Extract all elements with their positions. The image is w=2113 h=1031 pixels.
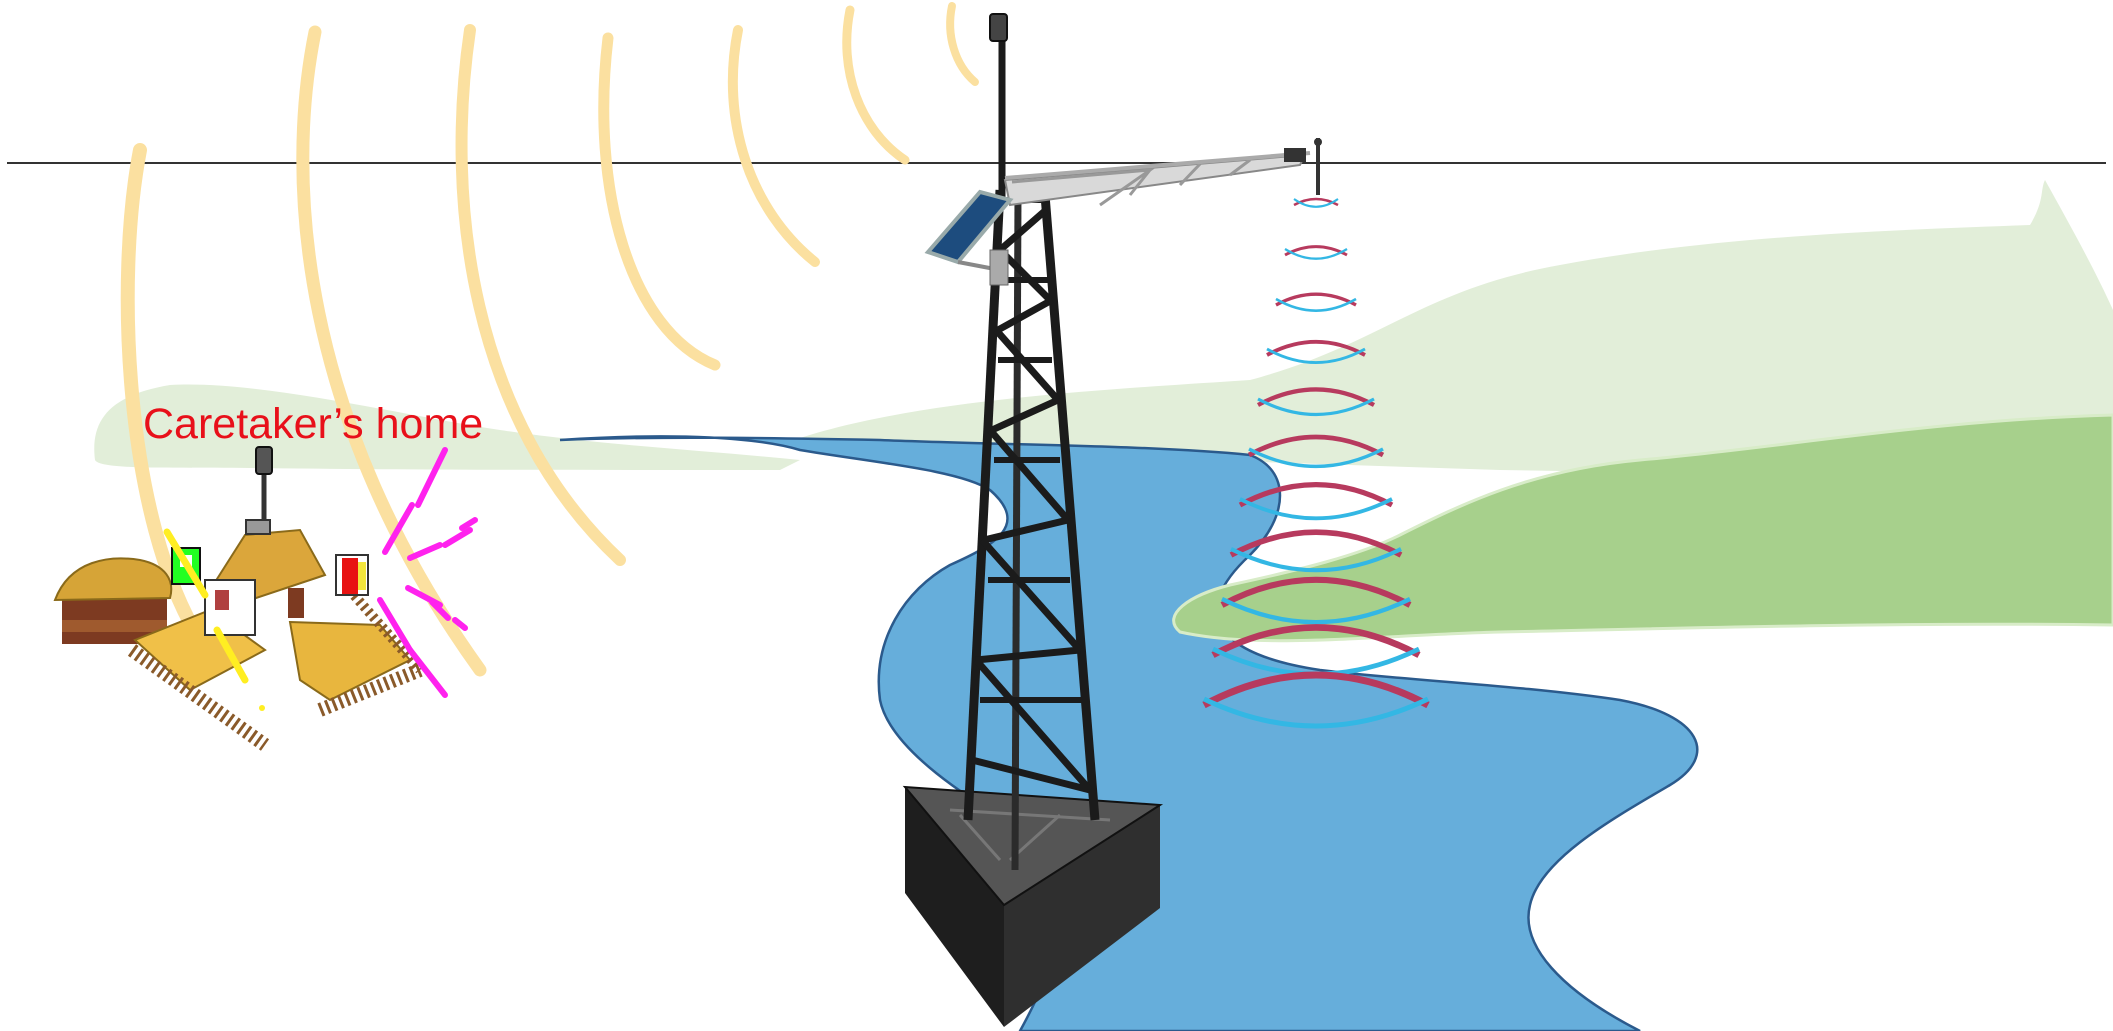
radar-arc-blue <box>1284 248 1348 260</box>
radar-sensor-icon <box>1284 138 1322 195</box>
radar-arc-blue <box>1257 397 1375 417</box>
radar-arc-blue <box>1202 696 1430 729</box>
radar-arc-blue <box>1230 547 1402 573</box>
radio-link-streak <box>163 528 265 711</box>
caption-caretakers-home: Caretaker’s home <box>143 400 483 448</box>
radio-arc <box>946 2 979 86</box>
radar-arc-red <box>1229 529 1403 558</box>
radio-arc <box>842 5 910 165</box>
alarm-signal-dash <box>442 527 473 548</box>
home-antenna-icon <box>245 446 273 535</box>
solar-panel-icon <box>924 189 1014 286</box>
alarm-signal-dash <box>407 647 448 698</box>
radar-arc-red <box>1293 197 1339 207</box>
near-hill-right <box>1172 413 2113 643</box>
radar-arc-blue <box>1293 198 1339 208</box>
radio-arc <box>296 25 487 677</box>
round-hut <box>53 557 173 644</box>
alarm-signal-dash <box>382 502 415 555</box>
radio-arc <box>598 32 721 371</box>
radar-arc-blue <box>1266 347 1366 364</box>
antenna-icon <box>989 13 1008 42</box>
radar-arc-red <box>1247 434 1385 458</box>
radio-arc <box>455 24 626 566</box>
radar-arc-red <box>1266 339 1366 357</box>
alarm-signal-dash <box>429 599 451 621</box>
radar-arc-red <box>1238 482 1394 508</box>
boom-arm <box>1003 151 1311 207</box>
village-house-icon <box>53 446 424 751</box>
radar-arc-blue <box>1239 497 1393 521</box>
alarm-signal-dash <box>459 517 478 531</box>
far-hill-right <box>780 180 2113 480</box>
alarm-signal-dash <box>407 542 443 561</box>
lattice-tower-icon <box>902 13 1322 1027</box>
alarm-signal-dash <box>415 447 448 508</box>
radar-wave-group <box>1202 197 1430 729</box>
radar-arc-blue <box>1221 597 1411 625</box>
radar-arc-blue <box>1248 447 1384 469</box>
main-hut <box>204 528 327 636</box>
alarm-signal-group <box>377 447 478 698</box>
radar-arc-red <box>1275 292 1357 307</box>
radar-arc-red <box>1256 387 1376 407</box>
radio-arc <box>727 25 820 267</box>
radar-arc-blue <box>1275 297 1357 312</box>
river <box>559 435 1699 1031</box>
alarm-signal-dash <box>377 597 413 653</box>
radar-arc-red <box>1220 576 1412 608</box>
radar-arc-red <box>1202 671 1430 709</box>
yard-right <box>288 581 424 717</box>
radar-arc-red <box>1211 624 1421 658</box>
alarm-light-icon <box>335 554 369 596</box>
alarm-signal-dash <box>452 617 468 631</box>
